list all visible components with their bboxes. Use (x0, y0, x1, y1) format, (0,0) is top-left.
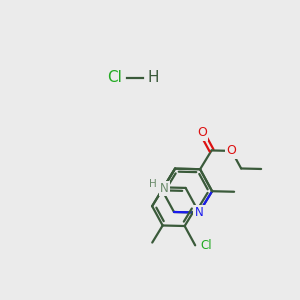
Text: Cl: Cl (108, 70, 122, 86)
Text: O: O (226, 144, 236, 158)
Text: O: O (197, 126, 207, 140)
Text: Cl: Cl (200, 239, 212, 252)
Text: H: H (149, 179, 157, 189)
Text: H: H (147, 70, 159, 86)
Text: N: N (195, 206, 203, 219)
Text: N: N (160, 182, 169, 195)
